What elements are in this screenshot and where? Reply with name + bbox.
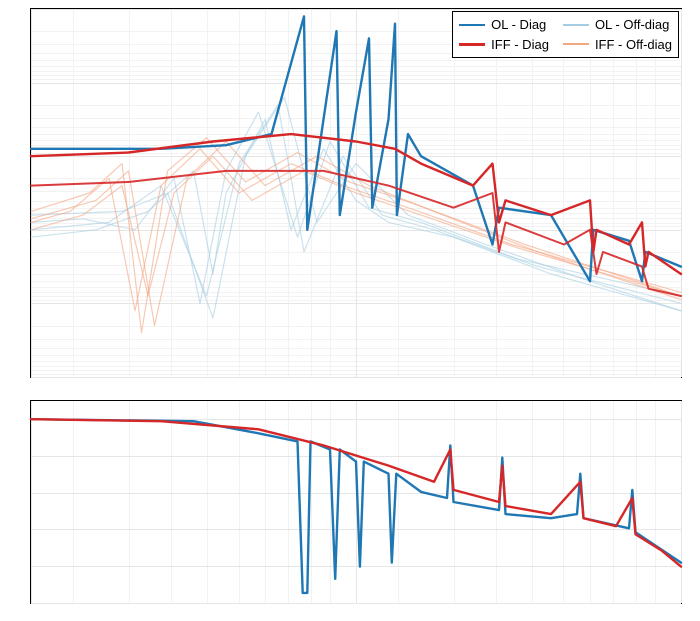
magnitude-plot [31, 9, 681, 377]
series-IFF-offdiag-cluster [31, 138, 681, 333]
legend-swatch [459, 43, 485, 46]
legend-item-ol-offdiag: OL - Off-diag [563, 16, 672, 34]
legend-item-iff-diag: IFF - Diag [459, 36, 549, 54]
phase-plot [31, 401, 681, 603]
legend-item-ol-diag: OL - Diag [459, 16, 549, 34]
legend-label: OL - Diag [491, 16, 546, 34]
figure-root: OL - Diag OL - Off-diag IFF - Diag IFF -… [0, 0, 700, 621]
legend-swatch [563, 24, 589, 26]
legend-label: OL - Off-diag [595, 16, 669, 34]
series-OL-offdiag-cluster [31, 97, 681, 318]
magnitude-panel: OL - Diag OL - Off-diag IFF - Diag IFF -… [30, 8, 682, 378]
legend-item-iff-offdiag: IFF - Off-diag [563, 36, 672, 54]
legend: OL - Diag OL - Off-diag IFF - Diag IFF -… [452, 11, 679, 58]
phase-panel [30, 400, 682, 604]
series-IFF-diag [31, 134, 681, 274]
legend-label: IFF - Diag [491, 36, 549, 54]
legend-swatch [459, 24, 485, 27]
legend-swatch [563, 43, 589, 45]
legend-label: IFF - Off-diag [595, 36, 672, 54]
